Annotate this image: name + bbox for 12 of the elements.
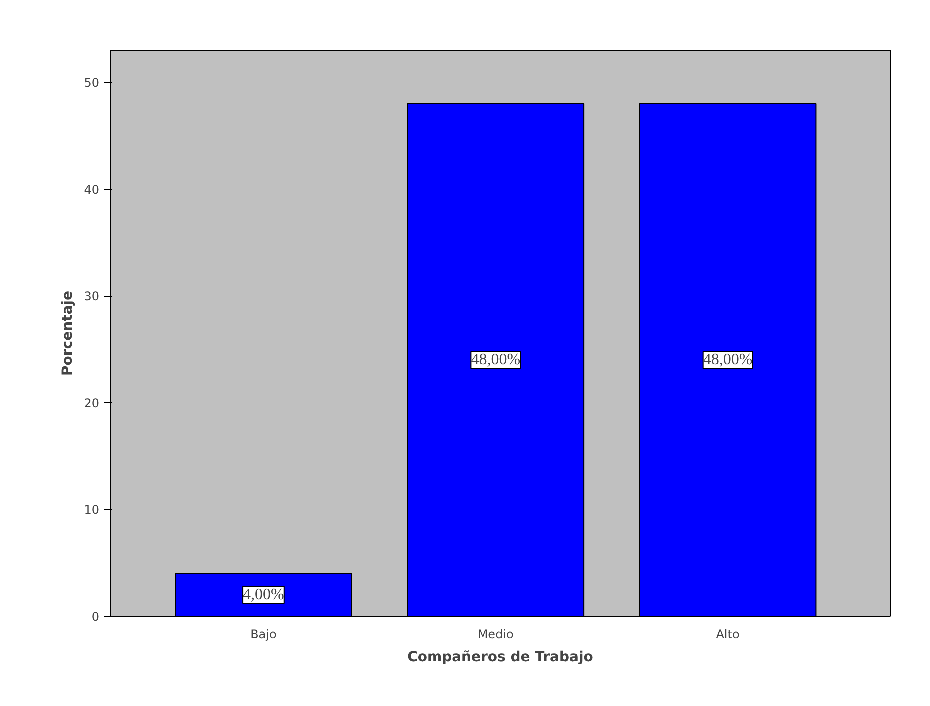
y-tick-label: 20: [84, 396, 100, 410]
y-tick-label: 40: [84, 182, 100, 197]
y-tick-label: 0: [92, 610, 100, 624]
x-tick-label: Alto: [716, 628, 740, 642]
data-label: 48,00%: [471, 352, 521, 369]
y-tick-label: 10: [84, 503, 100, 518]
y-tick-label: 50: [84, 76, 100, 90]
x-tick-label: Bajo: [250, 628, 277, 642]
y-tick-label: 30: [84, 290, 100, 304]
y-axis-title: Porcentaje: [60, 291, 76, 376]
x-axis-title: Compañeros de Trabajo: [408, 650, 594, 666]
x-tick-label: Medio: [478, 628, 514, 642]
